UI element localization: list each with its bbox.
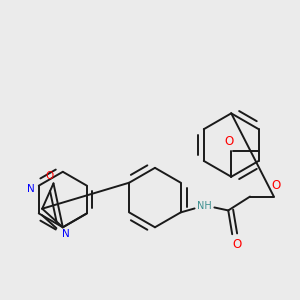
Text: O: O <box>271 179 280 192</box>
Text: O: O <box>232 238 242 250</box>
Text: N: N <box>27 184 35 194</box>
Text: O: O <box>45 171 54 182</box>
Text: O: O <box>225 135 234 148</box>
Text: NH: NH <box>197 202 212 212</box>
Text: N: N <box>62 229 70 239</box>
